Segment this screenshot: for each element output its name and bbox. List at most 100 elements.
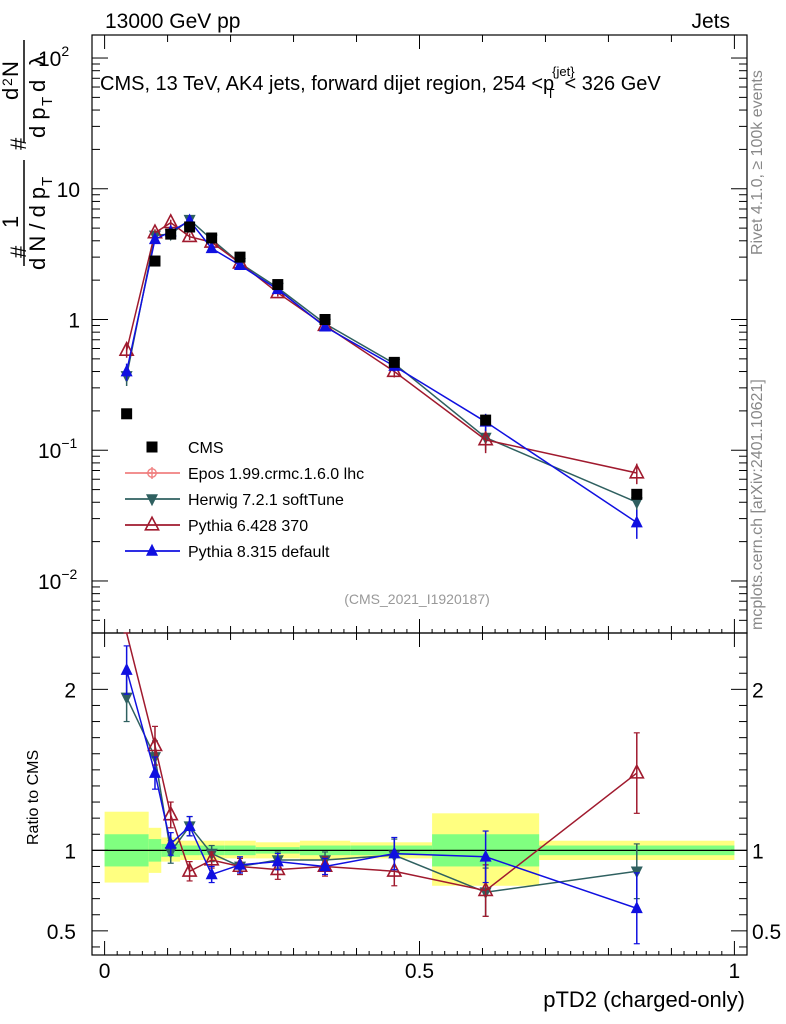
svg-text:CMS, 13 TeV, AK4 jets, forward: CMS, 13 TeV, AK4 jets, forward dijet reg… bbox=[100, 64, 661, 101]
svg-text:T: T bbox=[39, 97, 56, 106]
series-cms bbox=[121, 221, 643, 500]
ratio-point bbox=[628, 763, 645, 779]
svg-text:λ: λ bbox=[25, 55, 50, 66]
ratio-series-pythia8 bbox=[120, 645, 643, 945]
y-tick-label-main: 10 bbox=[57, 179, 80, 202]
legend: CMS Epos 1.99.crmc.1.6.0 lhc Herwig 7.2.1 … bbox=[125, 440, 364, 561]
x-tick-label: 0 bbox=[99, 960, 111, 983]
svg-text:1: 1 bbox=[0, 216, 23, 228]
data-point bbox=[121, 408, 133, 420]
data-point bbox=[165, 228, 177, 240]
y-tick-label-main: 10−1 bbox=[38, 435, 78, 463]
data-point bbox=[184, 221, 196, 233]
title-main: CMS, 13 TeV, AK4 jets, forward dijet reg… bbox=[100, 73, 554, 95]
title-subscript: T bbox=[547, 86, 555, 101]
data-point bbox=[120, 364, 133, 377]
ratio-frame bbox=[91, 632, 748, 956]
main-series bbox=[118, 213, 645, 539]
ratio-series-herwig bbox=[120, 672, 643, 917]
analysis-id: (CMS_2021_I1920187) bbox=[344, 591, 490, 607]
data-point bbox=[206, 232, 218, 244]
ratio-line bbox=[125, 669, 638, 910]
legend-entry: CMS bbox=[146, 440, 224, 457]
data-point bbox=[234, 251, 246, 263]
ratio-point bbox=[319, 859, 332, 872]
axes: 0 0.5 1 10−2 10−1 1 10 102 0.5 0.5 1 1 2 2 bbox=[38, 35, 781, 983]
series-line bbox=[125, 221, 637, 474]
data-point bbox=[149, 255, 161, 267]
ratio-point bbox=[271, 854, 284, 867]
ratio-point bbox=[148, 765, 161, 778]
legend-label: Epos 1.99.crmc.1.6.0 lhc bbox=[188, 466, 364, 483]
ratio-point bbox=[477, 881, 494, 897]
legend-entry: Pythia 8.315 default bbox=[125, 543, 330, 561]
legend-entry: Epos 1.99.crmc.1.6.0 lhc bbox=[125, 466, 364, 483]
data-point bbox=[319, 313, 331, 325]
series-line bbox=[125, 218, 638, 503]
ratio-point bbox=[162, 805, 179, 821]
data-point bbox=[319, 319, 332, 332]
title-superscript: {jet} bbox=[552, 64, 575, 79]
data-point bbox=[272, 279, 284, 291]
x-tick-label: 1 bbox=[729, 960, 741, 983]
header-left: 13000 GeV pp bbox=[105, 10, 240, 33]
y-tick-label-main: 102 bbox=[38, 43, 69, 71]
legend-entry: Herwig 7.2.1 softTune bbox=[125, 492, 344, 509]
data-point bbox=[388, 356, 400, 368]
data-point bbox=[477, 430, 494, 446]
data-point bbox=[181, 227, 198, 243]
title-suffix: < 326 GeV bbox=[565, 73, 662, 95]
data-point bbox=[480, 414, 492, 426]
x-tick-label: 0.5 bbox=[405, 960, 434, 983]
ratio-series bbox=[120, 632, 645, 945]
y-tick-label-main: 10−2 bbox=[38, 566, 78, 594]
ratio-point bbox=[120, 662, 133, 675]
series-pythia8 bbox=[120, 213, 643, 539]
data-point bbox=[205, 241, 218, 254]
y-tick-label-ratio-right: 0.5 bbox=[752, 921, 781, 944]
ratio-point bbox=[203, 850, 220, 866]
svg-text:d N / d p: d N / d p bbox=[25, 187, 50, 270]
y-tick-label-ratio: 2 bbox=[64, 679, 76, 702]
ratio-point bbox=[479, 849, 492, 862]
ratio-point bbox=[120, 692, 133, 705]
ratio-point bbox=[388, 846, 401, 859]
svg-text:T: T bbox=[39, 177, 56, 186]
legend-marker bbox=[146, 494, 158, 507]
ratio-point bbox=[630, 901, 643, 914]
svg-text:d: d bbox=[0, 88, 23, 100]
y-tick-label-ratio: 0.5 bbox=[47, 921, 76, 944]
y-axis-label-ratio: Ratio to CMS bbox=[25, 750, 42, 845]
legend-label: Pythia 8.315 default bbox=[188, 544, 330, 561]
y-tick-label-main: 1 bbox=[68, 309, 80, 332]
ratio-point bbox=[181, 861, 198, 877]
svg-text:N: N bbox=[0, 61, 23, 77]
legend-label: CMS bbox=[188, 440, 224, 457]
y-axis-label-main: # 1 d N / d p T # d 2 N d p T d λ bbox=[0, 40, 56, 270]
ratio-point bbox=[205, 867, 218, 880]
data-point bbox=[630, 515, 643, 528]
data-point bbox=[234, 258, 247, 271]
svg-text:2: 2 bbox=[0, 78, 15, 86]
side-label-top: Rivet 4.1.0, ≥ 100k events bbox=[749, 70, 766, 255]
side-label-bottom: mcplots.cern.ch [arXiv:2401.10621] bbox=[749, 379, 766, 630]
legend-marker bbox=[146, 441, 158, 453]
y-tick-label-ratio: 1 bbox=[64, 840, 76, 863]
data-point bbox=[631, 488, 643, 500]
legend-label: Herwig 7.2.1 softTune bbox=[188, 492, 344, 509]
y-tick-label-ratio-right: 2 bbox=[752, 679, 764, 702]
legend-marker bbox=[146, 543, 158, 556]
svg-text:d p: d p bbox=[25, 107, 50, 138]
data-point bbox=[118, 340, 135, 357]
legend-entry: Pythia 6.428 370 bbox=[125, 515, 308, 535]
x-axis-label: pTD2 (charged-only) bbox=[543, 987, 745, 1012]
ratio-point bbox=[164, 836, 177, 849]
ratio-point bbox=[234, 857, 247, 870]
y-tick-label-ratio-right: 1 bbox=[752, 840, 764, 863]
data-point bbox=[628, 463, 645, 479]
data-point bbox=[630, 497, 643, 510]
svg-text:d: d bbox=[25, 80, 50, 92]
ratio-point bbox=[147, 736, 163, 752]
legend-label: Pythia 6.428 370 bbox=[188, 518, 308, 535]
